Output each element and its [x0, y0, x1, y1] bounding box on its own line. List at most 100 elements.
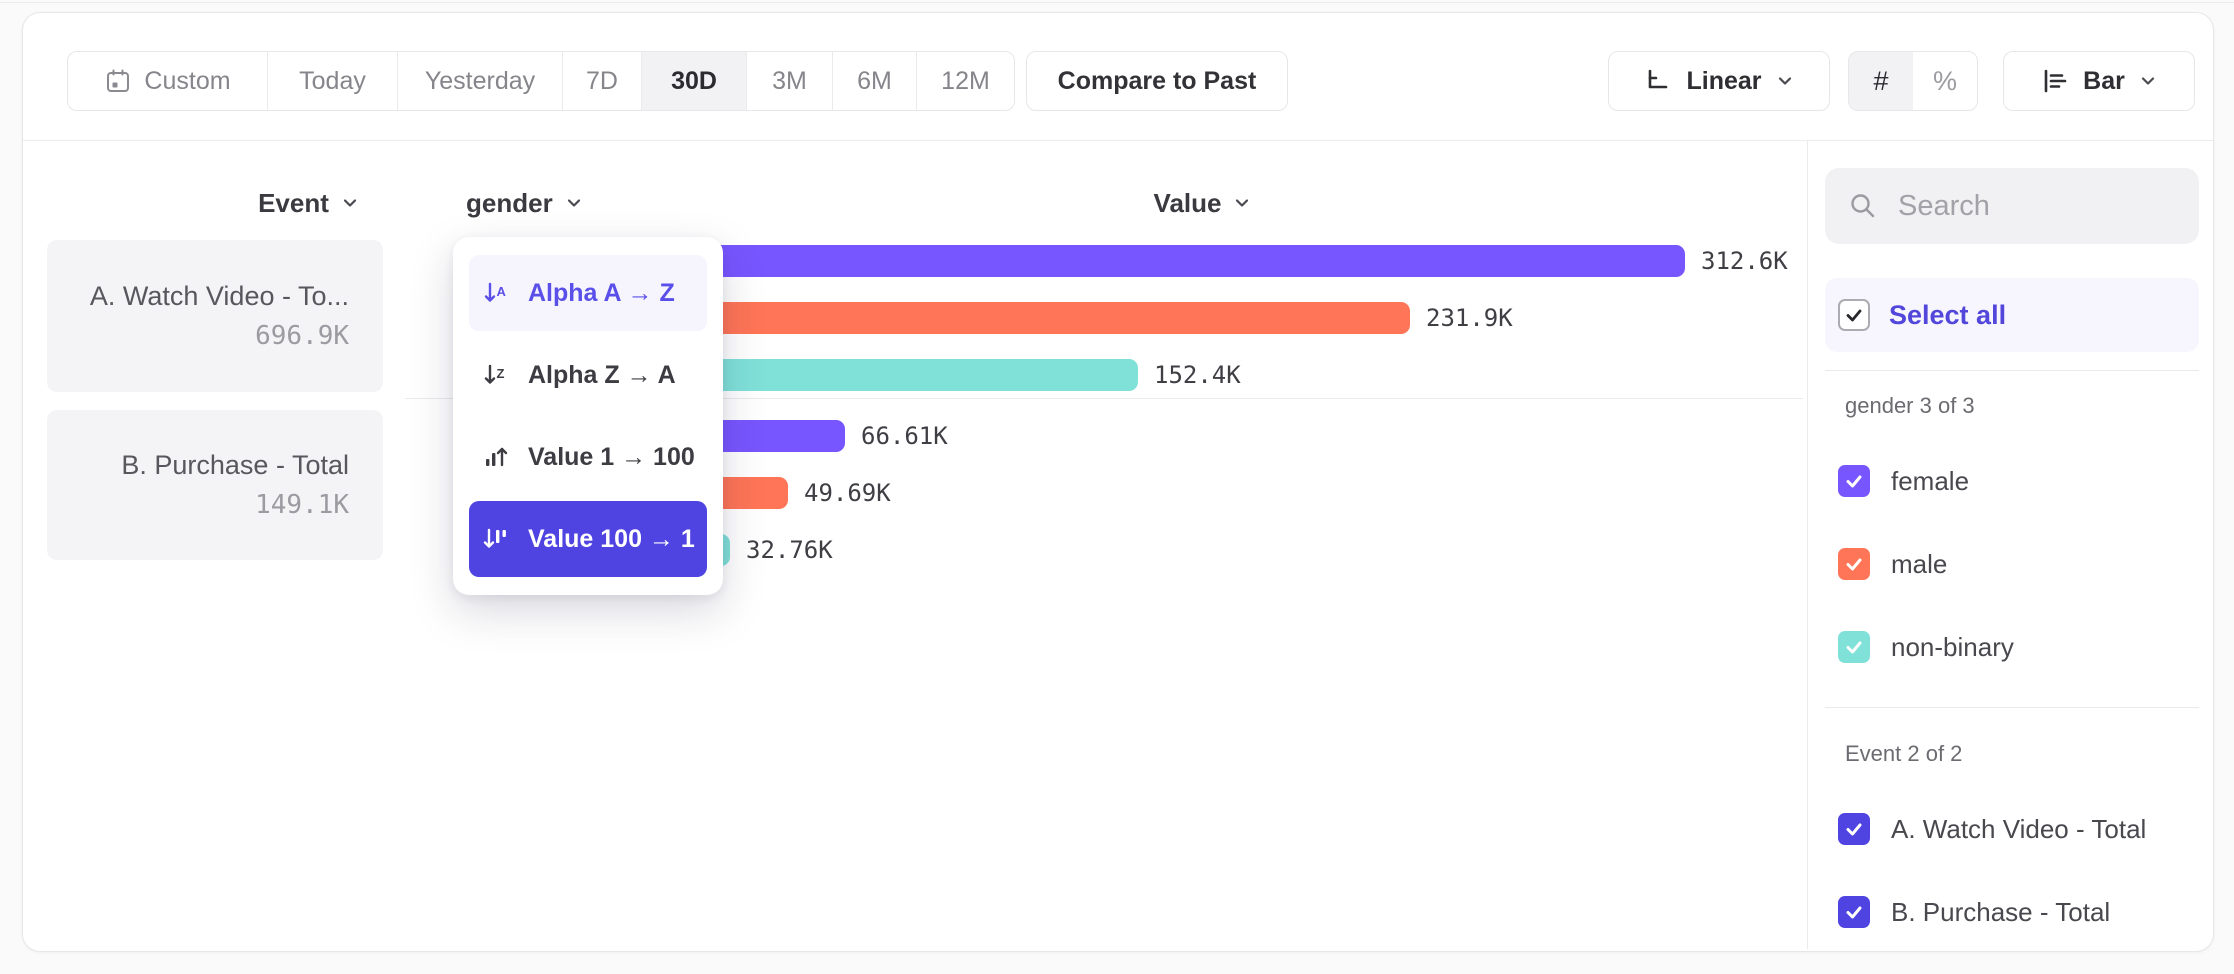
check-icon [1846, 641, 1862, 654]
chevron-down-icon [564, 193, 584, 213]
bar-value-label: 66.61K [861, 422, 948, 450]
bar-row: 231.9K [618, 302, 1513, 334]
select-all-row[interactable]: Select all [1825, 278, 2199, 352]
bar-chart-icon [2040, 66, 2070, 96]
date-range-label: Custom [144, 66, 231, 95]
value-format-toggle: #% [1848, 51, 1978, 111]
chart-type-label: Bar [2083, 66, 2125, 95]
column-header-breakdown-label: gender [466, 187, 553, 218]
bar-value-label: 32.76K [746, 536, 833, 564]
search-icon [1847, 190, 1879, 222]
event-total-card[interactable]: B. Purchase - Total 149.1K [47, 410, 383, 560]
insights-panel: Custom Today [22, 12, 2214, 952]
scale-button[interactable]: Linear [1608, 51, 1830, 111]
sort-value-desc-icon [481, 524, 511, 554]
compare-to-past-button[interactable]: Compare to Past [1026, 51, 1288, 111]
date-range-button[interactable]: 3M [747, 52, 833, 110]
legend-item[interactable]: B. Purchase - Total [1838, 896, 2110, 928]
sidebar-section-divider [1825, 707, 2199, 708]
legend-item-checkbox[interactable] [1838, 631, 1870, 663]
check-icon [1846, 475, 1862, 488]
bar[interactable] [618, 245, 1685, 277]
legend-item[interactable]: non-binary [1838, 631, 2014, 663]
date-range-group: Custom Today [67, 51, 1015, 111]
bar-value-label: 312.6K [1701, 247, 1788, 275]
column-header-breakdown[interactable]: gender [466, 187, 584, 219]
sort-value-asc-icon [481, 442, 511, 472]
column-header-value-label: Value [1153, 187, 1222, 218]
date-range-label: Today [299, 66, 366, 95]
sort-menu-item[interactable]: A Z [469, 419, 707, 495]
value-format-button[interactable]: % [1932, 65, 1957, 96]
date-range-button[interactable]: 30D [642, 52, 747, 110]
legend-item[interactable]: male [1838, 548, 1947, 580]
legend-item-checkbox[interactable] [1838, 896, 1870, 928]
sort-menu-item-label: Value 100 → 1 [528, 524, 695, 553]
legend-item-label: B. Purchase - Total [1891, 896, 2111, 927]
check-icon [1846, 558, 1862, 571]
date-range-button[interactable]: 6M [833, 52, 917, 110]
date-range-button[interactable]: 12M [917, 52, 1014, 110]
bar-row: 312.6K [618, 245, 1788, 277]
sidebar-divider [1807, 141, 1808, 949]
date-range-label: 6M [857, 66, 892, 95]
chart-type-button[interactable]: Bar [2003, 51, 2195, 111]
search-box [1825, 168, 2199, 244]
chevron-down-icon [2138, 71, 2158, 91]
bar-value-label: 231.9K [1426, 304, 1513, 332]
event-total-label: A. Watch Video - To... [89, 281, 349, 311]
toolbar-divider [23, 140, 2213, 141]
date-range-button[interactable]: Custom [68, 52, 268, 110]
legend-item[interactable]: A. Watch Video - Total [1838, 813, 2146, 845]
date-range-button[interactable]: Today [268, 52, 398, 110]
legend-item-label: female [1891, 465, 1970, 496]
bar-value-label: 49.69K [804, 479, 891, 507]
legend-item-checkbox[interactable] [1838, 465, 1870, 497]
bar-value-label: 152.4K [1154, 361, 1241, 389]
sidebar-section-divider [1825, 370, 2199, 371]
sort-alpha-asc-icon: A [481, 278, 511, 308]
date-range-label: 30D [671, 66, 717, 95]
value-format-button[interactable]: # [1849, 52, 1913, 110]
check-icon [1846, 823, 1862, 836]
legend-section-title-gender: gender 3 of 3 [1845, 393, 1975, 418]
column-header-value[interactable]: Value [1103, 187, 1303, 219]
sort-menu-item[interactable]: A Z [469, 501, 707, 577]
legend-item-checkbox[interactable] [1838, 548, 1870, 580]
legend-item-checkbox[interactable] [1838, 813, 1870, 845]
date-range-label: Yesterday [424, 66, 536, 95]
check-icon [1846, 309, 1862, 322]
bar[interactable] [618, 302, 1410, 334]
event-total-label: B. Purchase - Total [121, 450, 349, 480]
select-all-checkbox[interactable] [1838, 299, 1870, 331]
sort-menu-item-label: Alpha Z → A [528, 360, 676, 389]
date-range-button[interactable]: Yesterday [398, 52, 563, 110]
chevron-down-icon [1232, 193, 1252, 213]
chevron-down-icon [340, 193, 360, 213]
event-total-value: 696.9K [255, 321, 349, 351]
page-top-divider [0, 2, 2234, 3]
event-total-card[interactable]: A. Watch Video - To... 696.9K [47, 240, 383, 392]
sort-menu-item-label: Value 1 → 100 [528, 442, 695, 471]
column-header-event-label: Event [258, 187, 329, 218]
legend-item-label: non-binary [1891, 631, 2014, 662]
legend-item-label: A. Watch Video - Total [1891, 813, 2147, 844]
date-range-button[interactable]: 7D [563, 52, 642, 110]
svg-text:A: A [497, 284, 507, 299]
legend-item[interactable]: female [1838, 465, 1969, 497]
chevron-down-icon [1775, 71, 1795, 91]
scale-button-label: Linear [1686, 66, 1762, 95]
event-total-value: 149.1K [255, 490, 349, 520]
legend-section-title-event: Event 2 of 2 [1845, 741, 1963, 766]
toolbar: Custom Today [23, 13, 2213, 141]
chart-area: Event gender Value A. Watch Video - To..… [23, 141, 2213, 949]
check-icon [1846, 906, 1862, 919]
date-range-label: 7D [586, 66, 618, 95]
svg-text:Z: Z [497, 366, 505, 381]
calendar-icon [104, 67, 132, 95]
column-header-event[interactable]: Event [209, 187, 409, 219]
sort-menu-item[interactable]: A Z [469, 255, 707, 331]
sort-menu-item[interactable]: A Z [469, 337, 707, 413]
search-input[interactable] [1896, 188, 2177, 224]
